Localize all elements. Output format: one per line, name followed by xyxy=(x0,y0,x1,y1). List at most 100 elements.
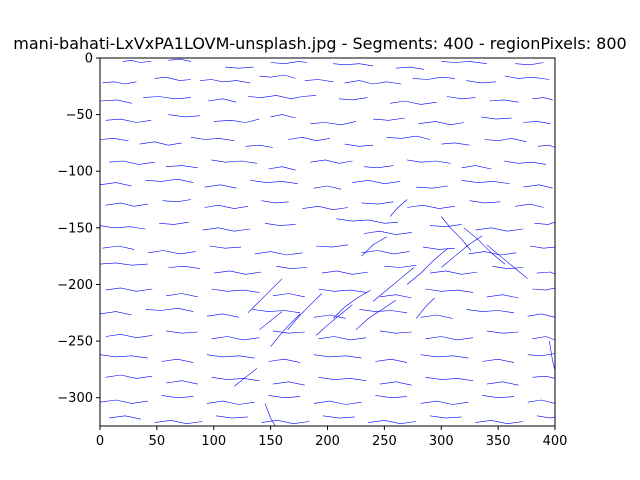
segment-line xyxy=(515,62,544,66)
segment-line xyxy=(234,368,258,387)
x-tick-label: 200 xyxy=(315,434,340,449)
segment-line xyxy=(318,336,367,341)
segment-line xyxy=(99,311,132,316)
segment-line xyxy=(211,377,260,381)
segment-line xyxy=(529,245,556,249)
segment-line xyxy=(310,159,353,164)
segment-line xyxy=(429,415,462,419)
segment-line xyxy=(145,178,194,183)
segment-line xyxy=(268,166,296,171)
segment-line xyxy=(99,99,132,104)
segment-line xyxy=(475,227,524,232)
segment-line xyxy=(211,336,260,341)
segment-line xyxy=(532,287,556,291)
segment-line xyxy=(208,98,237,103)
segment-line xyxy=(322,415,355,419)
segment-line xyxy=(412,76,455,80)
segment-line xyxy=(336,218,399,224)
segment-line xyxy=(264,403,276,427)
segment-line xyxy=(475,419,524,425)
segment-line xyxy=(536,415,556,419)
segment-line xyxy=(268,395,301,399)
segment-line xyxy=(532,97,553,101)
segment-line xyxy=(534,221,556,225)
segment-line xyxy=(147,250,196,255)
segment-line xyxy=(215,415,248,419)
segment-line xyxy=(423,246,455,250)
segment-line xyxy=(486,244,528,280)
y-tick-label: −50 xyxy=(66,108,93,123)
segment-line xyxy=(390,100,437,105)
segment-line xyxy=(105,333,153,339)
segment-line xyxy=(379,294,412,299)
segment-line xyxy=(461,180,510,184)
segment-line xyxy=(482,395,515,399)
segment-line xyxy=(484,138,527,143)
segment-line xyxy=(143,96,192,100)
segment-line xyxy=(386,135,430,140)
segment-line xyxy=(313,354,362,359)
segment-line xyxy=(361,201,394,205)
segment-line xyxy=(272,381,305,386)
segment-line xyxy=(99,262,148,266)
segment-line xyxy=(270,114,296,119)
y-tick-label: −300 xyxy=(57,391,93,406)
segment-line xyxy=(441,142,470,146)
segment-line xyxy=(461,165,492,170)
segment-line xyxy=(482,358,515,363)
segment-line xyxy=(272,330,305,334)
segment-line xyxy=(395,66,425,70)
segment-line xyxy=(162,199,192,203)
segment-line xyxy=(139,141,182,146)
segment-line xyxy=(245,144,273,148)
segment-line xyxy=(202,227,251,232)
segment-line xyxy=(527,313,556,318)
segment-line xyxy=(105,287,153,292)
segment-line xyxy=(154,76,192,81)
segment-line xyxy=(250,180,298,184)
segment-line xyxy=(486,330,519,334)
segment-line xyxy=(361,250,410,255)
segment-line xyxy=(247,95,317,100)
segment-line xyxy=(466,80,496,84)
segment-line xyxy=(363,230,412,235)
segment-line xyxy=(463,227,506,265)
segment-line xyxy=(338,97,368,101)
segment-line xyxy=(515,203,544,208)
segment-line xyxy=(332,289,371,319)
segment-line xyxy=(441,61,487,64)
segment-line xyxy=(313,400,362,405)
segment-line xyxy=(268,358,301,363)
segment-line xyxy=(122,59,152,63)
segment-line xyxy=(333,63,374,67)
segment-line xyxy=(165,165,198,169)
segment-line xyxy=(211,288,260,293)
segment-line xyxy=(359,309,408,314)
segment-line xyxy=(503,160,546,165)
segment-line xyxy=(165,380,198,385)
segment-line xyxy=(527,353,556,357)
segment-line xyxy=(425,377,474,381)
x-tick-label: 350 xyxy=(486,434,511,449)
segment-line xyxy=(375,395,408,399)
segment-line xyxy=(204,204,248,209)
segment-line xyxy=(344,80,402,85)
segment-line xyxy=(375,358,408,363)
segment-line xyxy=(161,358,194,363)
segment-line xyxy=(429,270,478,275)
segment-line xyxy=(523,121,551,124)
segment-line xyxy=(425,336,474,341)
segment-line xyxy=(99,399,148,404)
segment-line xyxy=(287,136,330,142)
x-axis: 0 50 100 150 200 250 300 350 400 xyxy=(96,426,567,449)
segment-line xyxy=(209,245,242,249)
segment-line xyxy=(105,118,152,123)
segment-line xyxy=(523,184,553,189)
segment-line xyxy=(372,117,405,121)
segment-line xyxy=(105,374,153,379)
segment-line xyxy=(425,288,474,293)
x-tick-label: 300 xyxy=(429,434,454,449)
segment-line xyxy=(105,202,148,207)
segment-line xyxy=(168,58,192,62)
segment-line xyxy=(259,311,283,331)
